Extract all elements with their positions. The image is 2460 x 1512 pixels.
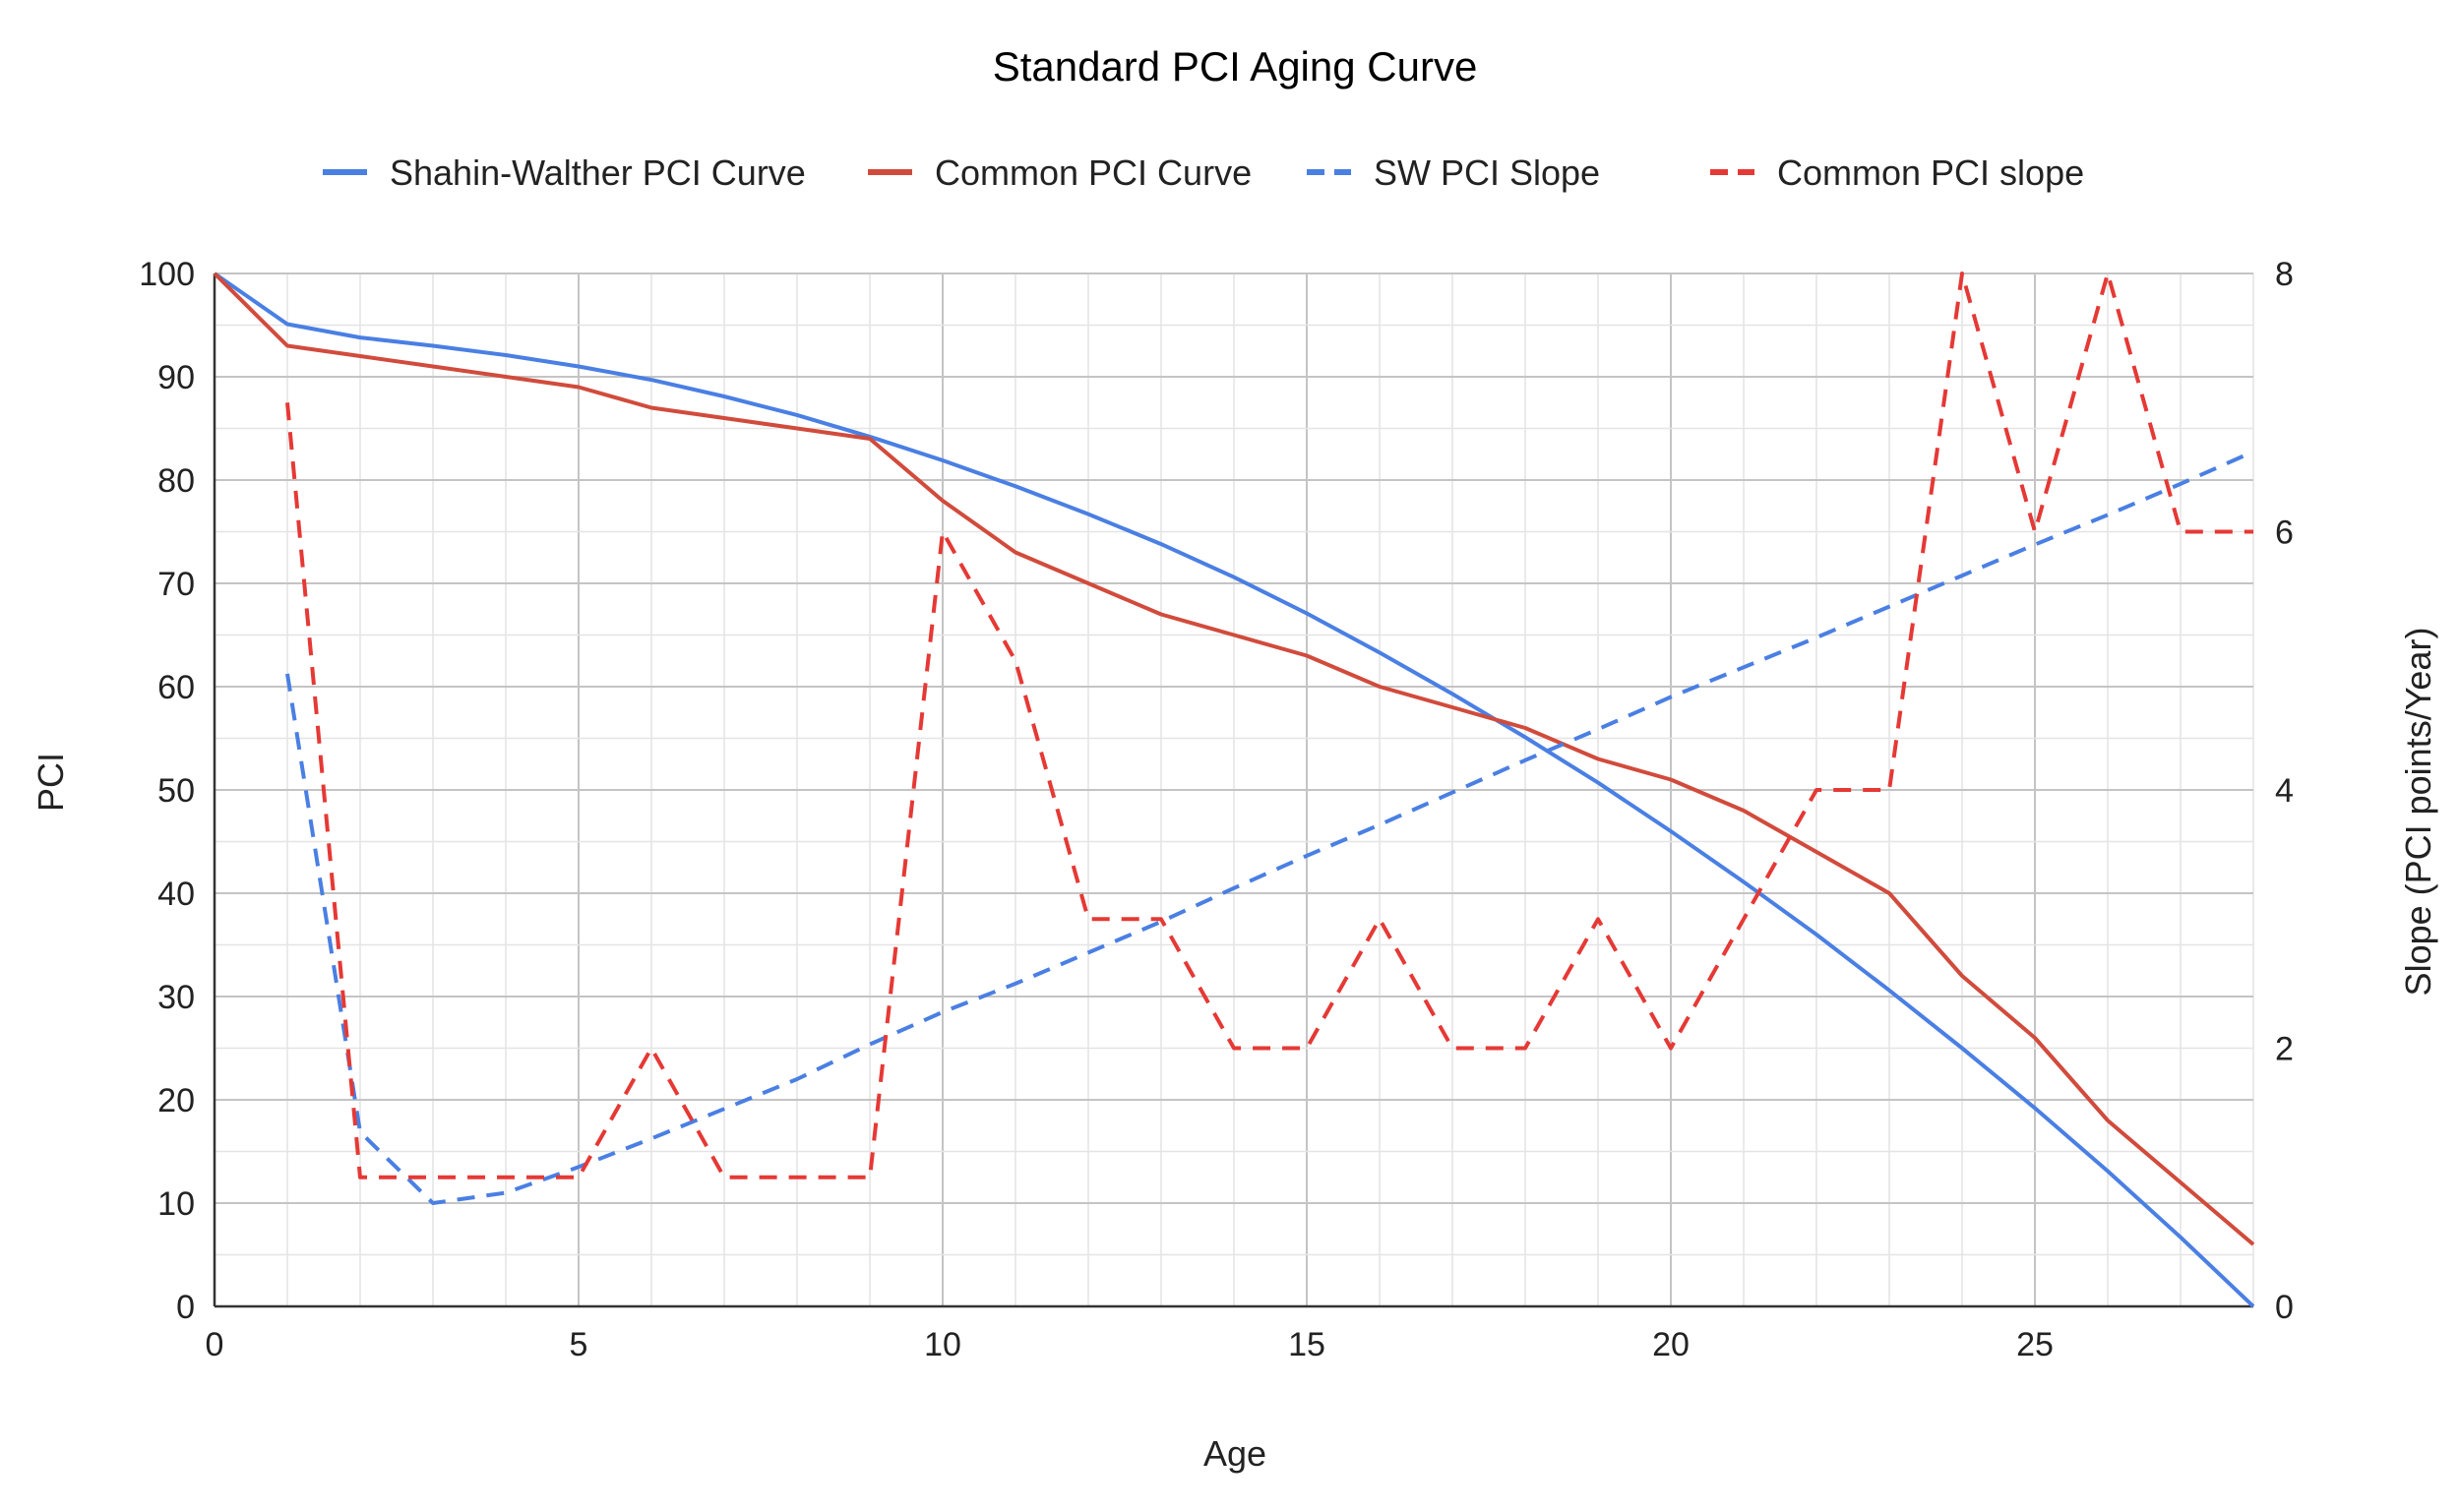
legend-label-2: Common PCI Curve <box>935 152 1252 193</box>
y-tick-label: 30 <box>157 979 195 1016</box>
y2-tick-label: 4 <box>2275 772 2294 810</box>
x-axis-title: Age <box>1203 1433 1266 1474</box>
series-line-3 <box>285 450 2254 1205</box>
x-tick-label: 15 <box>1288 1326 1325 1363</box>
legend-label-4: Common PCI slope <box>1777 152 2084 193</box>
x-tick-label: 20 <box>1652 1326 1690 1363</box>
y-tick-label: 40 <box>157 876 195 913</box>
legend-label-1: Shahin-Walther PCI Curve <box>390 152 806 193</box>
y-tick-label: 90 <box>157 359 195 396</box>
y2-tick-label: 2 <box>2275 1031 2294 1068</box>
y-tick-label: 0 <box>176 1289 195 1326</box>
grid <box>214 272 2254 1307</box>
y2-axis-title: Slope (PCI points/Year) <box>2398 628 2438 997</box>
series-line-1 <box>213 272 2255 1308</box>
axes: 0 5 10 15 20 25 0 10 20 30 40 50 60 70 80 90 100 0 2 4 6 8 <box>139 256 2294 1363</box>
legend-label-3: SW PCI Slope <box>1374 152 1600 193</box>
y2-tick-label: 8 <box>2275 256 2294 293</box>
y2-tick-label: 6 <box>2275 514 2294 552</box>
y-tick-label: 100 <box>139 256 195 293</box>
series-line-2 <box>213 272 2255 1246</box>
series-lines <box>213 272 2255 1308</box>
y-tick-label: 10 <box>157 1185 195 1223</box>
x-tick-label: 25 <box>2016 1326 2054 1363</box>
x-tick-label: 5 <box>570 1326 588 1363</box>
y-axis-title: PCI <box>31 753 71 812</box>
x-tick-label: 10 <box>924 1326 961 1363</box>
chart-title: Standard PCI Aging Curve <box>993 43 1478 90</box>
y-tick-label: 60 <box>157 669 195 706</box>
legend: Shahin-Walther PCI Curve Common PCI Curve… <box>323 152 2084 193</box>
y-tick-label: 50 <box>157 772 195 810</box>
series-line-4 <box>285 272 2253 1179</box>
y2-tick-label: 0 <box>2275 1289 2294 1326</box>
y-tick-label: 80 <box>157 462 195 500</box>
x-tick-label: 0 <box>206 1326 224 1363</box>
y-tick-label: 70 <box>157 566 195 603</box>
y-tick-label: 20 <box>157 1082 195 1119</box>
